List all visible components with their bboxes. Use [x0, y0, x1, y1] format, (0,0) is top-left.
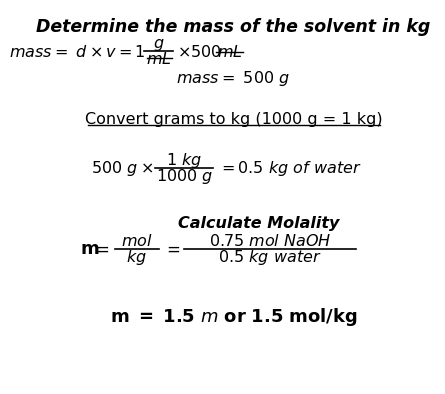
Text: $kg$: $kg$ [126, 248, 147, 267]
Text: $1\ kg$: $1\ kg$ [166, 151, 202, 170]
Text: $g$: $g$ [153, 37, 165, 53]
Text: $500\ g\times$: $500\ g\times$ [91, 158, 154, 178]
Text: $mass = \ 500\ g$: $mass = \ 500\ g$ [177, 69, 291, 88]
Text: $mL$: $mL$ [146, 51, 171, 67]
Text: $= 0.5\ kg\ of\ water$: $= 0.5\ kg\ of\ water$ [218, 158, 362, 178]
Text: Determine the mass of the solvent in kg: Determine the mass of the solvent in kg [36, 18, 431, 36]
Text: $mL$: $mL$ [217, 45, 243, 60]
Text: $0.5\ kg\ water$: $0.5\ kg\ water$ [218, 248, 322, 267]
Text: $\times 500$: $\times 500$ [177, 45, 222, 60]
Text: $=$: $=$ [163, 240, 180, 258]
Text: $0.75\ mol\ NaOH$: $0.75\ mol\ NaOH$ [209, 233, 332, 249]
Text: $mol$: $mol$ [121, 233, 153, 249]
Text: $=$: $=$ [92, 240, 109, 258]
Text: $1000\ g$: $1000\ g$ [156, 167, 213, 186]
Text: $\bf{m}$: $\bf{m}$ [80, 240, 100, 258]
Text: Convert grams to kg (1000 g = 1 kg): Convert grams to kg (1000 g = 1 kg) [85, 112, 382, 127]
Text: $mass = \ d\times v = 1\ $: $mass = \ d\times v = 1\ $ [9, 45, 146, 60]
Text: $\bf{m}$$\bf{\ =\ 1.5\ }$$\bf{\it{m}}$$\bf{\ or\ 1.5\ mol/kg}$: $\bf{m}$$\bf{\ =\ 1.5\ }$$\bf{\it{m}}$$\… [110, 306, 357, 327]
Text: Calculate Molality: Calculate Molality [178, 216, 340, 232]
